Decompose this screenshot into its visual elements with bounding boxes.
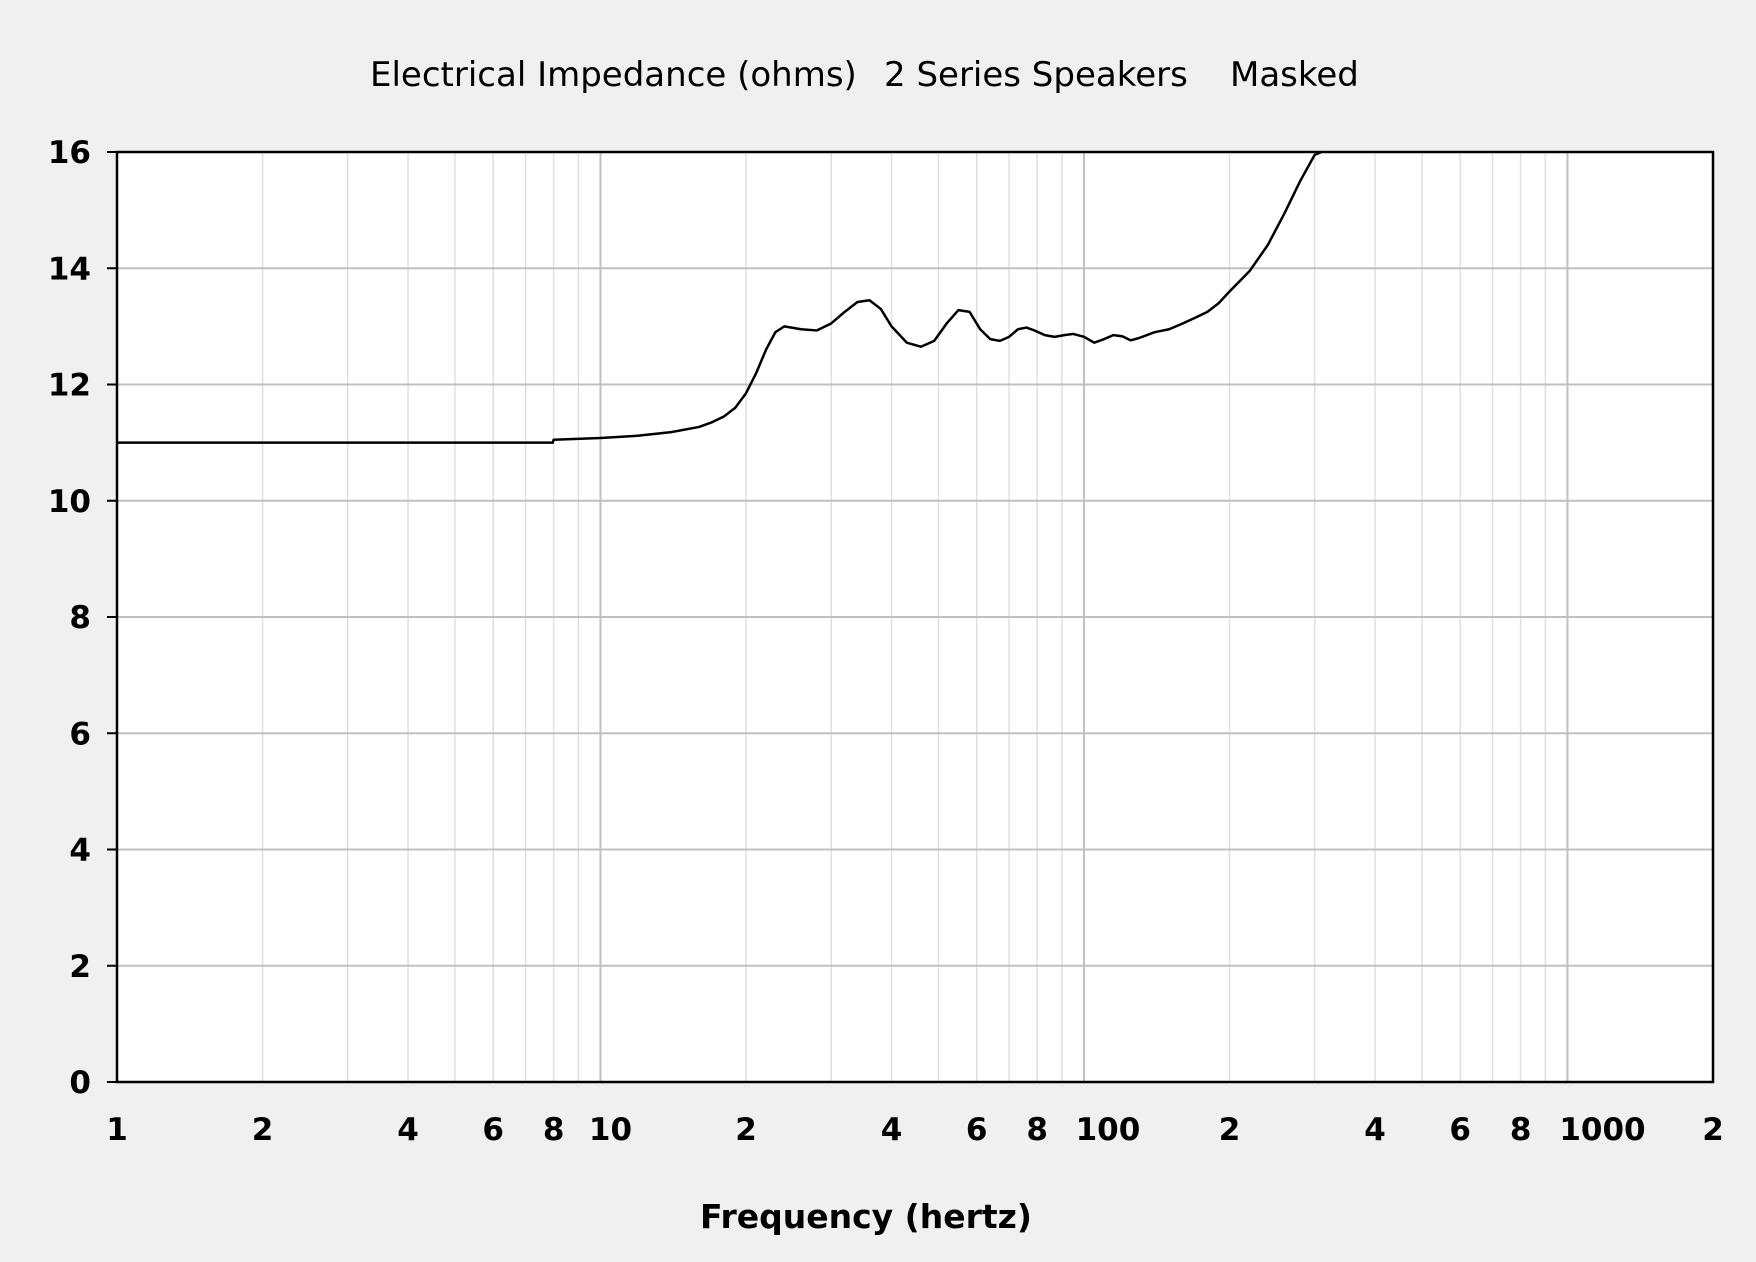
chart-title-part-1: Electrical Impedance (ohms) (370, 55, 857, 95)
series-layer (117, 150, 1323, 444)
x-tick-label: 4 (397, 1112, 419, 1148)
y-tick-label: 10 (48, 484, 91, 520)
x-tick-label: 8 (1026, 1112, 1048, 1148)
x-tick-label: 2 (252, 1112, 274, 1148)
x-tick-label: 6 (966, 1112, 988, 1148)
y-tick-label: 8 (69, 600, 91, 636)
y-tick-label: 2 (69, 949, 91, 985)
x-tick-label: 1000 (1559, 1112, 1645, 1148)
x-tick-label: 8 (1510, 1112, 1532, 1148)
y-tick-label: 6 (69, 716, 91, 752)
x-tick-label: 2 (1219, 1112, 1241, 1148)
y-tick-label: 4 (69, 833, 91, 869)
y-tick-labels: 0 2 4 6 8 10 12 14 16 (48, 135, 117, 1101)
x-tick-label: 8 (543, 1112, 565, 1148)
x-tick-label: 1 (106, 1112, 128, 1148)
x-tick-label: 4 (1364, 1112, 1386, 1148)
grid-major (117, 152, 1713, 1082)
x-tick-label: 100 (1076, 1112, 1141, 1148)
x-tick-labels: 1 2 4 6 8 10 2 4 6 8 100 2 4 6 8 1000 2 (106, 1112, 1724, 1148)
x-tick-label: 6 (482, 1112, 504, 1148)
chart-title-part-3: Masked (1230, 55, 1359, 95)
x-tick-label: 4 (881, 1112, 903, 1148)
chart-title-part-2: 2 Series Speakers (884, 55, 1188, 95)
y-tick-label: 14 (48, 251, 91, 287)
x-tick-label: 2 (1702, 1112, 1724, 1148)
y-tick-label: 0 (69, 1065, 91, 1101)
x-axis-label: Frequency (hertz) (700, 1197, 1032, 1236)
y-tick-label: 12 (48, 368, 91, 404)
x-tick-label: 10 (589, 1112, 632, 1148)
x-tick-label: 6 (1449, 1112, 1471, 1148)
series-line (117, 150, 1323, 444)
y-tick-label: 16 (48, 135, 91, 171)
x-tick-label: 2 (735, 1112, 757, 1148)
